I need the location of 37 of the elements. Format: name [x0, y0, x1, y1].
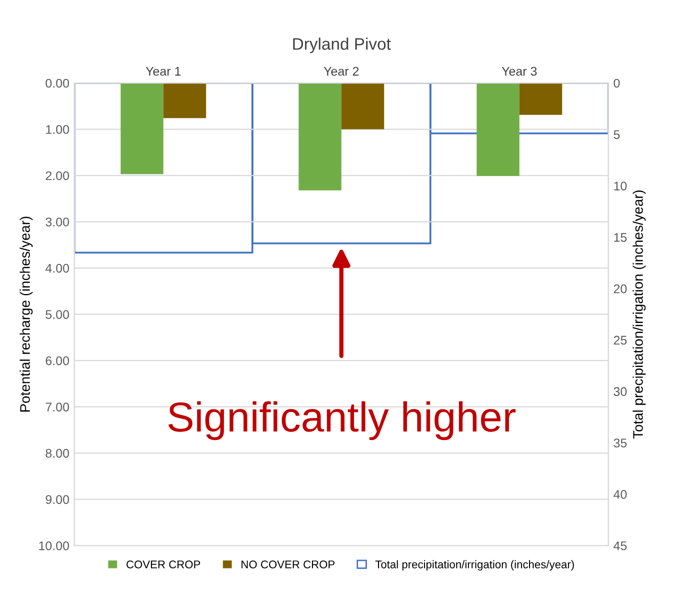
y-tick-label: 0.00: [46, 78, 70, 88]
y2-axis-title: Total precipitation/irrigation (inches/year): [632, 190, 646, 439]
y-tick-label: 8.00: [46, 448, 70, 458]
y2-tick-label: 30: [614, 387, 627, 396]
y-axis-title: Potential recharge (inches/year): [20, 216, 33, 412]
x-tick-label: Year 1: [146, 66, 181, 76]
legend-label: Total precipitation/irrigation (inches/year): [375, 560, 574, 571]
y2-tick-label: 35: [614, 438, 627, 448]
y-tick-label: 7.00: [46, 402, 70, 412]
bar: [298, 83, 342, 190]
x-tick-label: Year 3: [502, 66, 537, 76]
bar: [120, 83, 164, 174]
y-tick-label: 4.00: [45, 264, 70, 273]
y2-tick-label: 0: [614, 78, 620, 88]
chart-title: Dryland Pivot: [293, 38, 391, 54]
y2-tick-label: 5: [614, 130, 620, 140]
y-tick-label: 10.00: [39, 541, 70, 550]
y-tick-label: 9.00: [46, 495, 70, 504]
y-tick-label: 2.00: [46, 171, 70, 180]
bar: [519, 83, 562, 115]
y2-tick-label: 45: [614, 541, 627, 550]
y-tick-label: 3.00: [46, 218, 70, 226]
annotation: Significantly higher: [168, 401, 516, 440]
y2-tick-label: 25: [614, 336, 627, 345]
legend-label: COVER CROP: [126, 560, 200, 568]
bar: [341, 83, 384, 130]
y2-tick-label: 20: [614, 284, 627, 294]
legend-label: NO COVER CROP: [242, 560, 335, 568]
bar: [163, 83, 206, 118]
bar: [476, 83, 520, 176]
y-tick-label: 5.00: [46, 310, 70, 319]
x-tick-label: Year 2: [324, 66, 359, 76]
y2-tick-label: 40: [614, 490, 627, 499]
y2-tick-label: 15: [614, 233, 627, 242]
y-tick-label: 1.00: [46, 125, 70, 134]
y2-tick-label: 10: [614, 182, 627, 190]
y-tick-label: 6.00: [46, 356, 70, 366]
